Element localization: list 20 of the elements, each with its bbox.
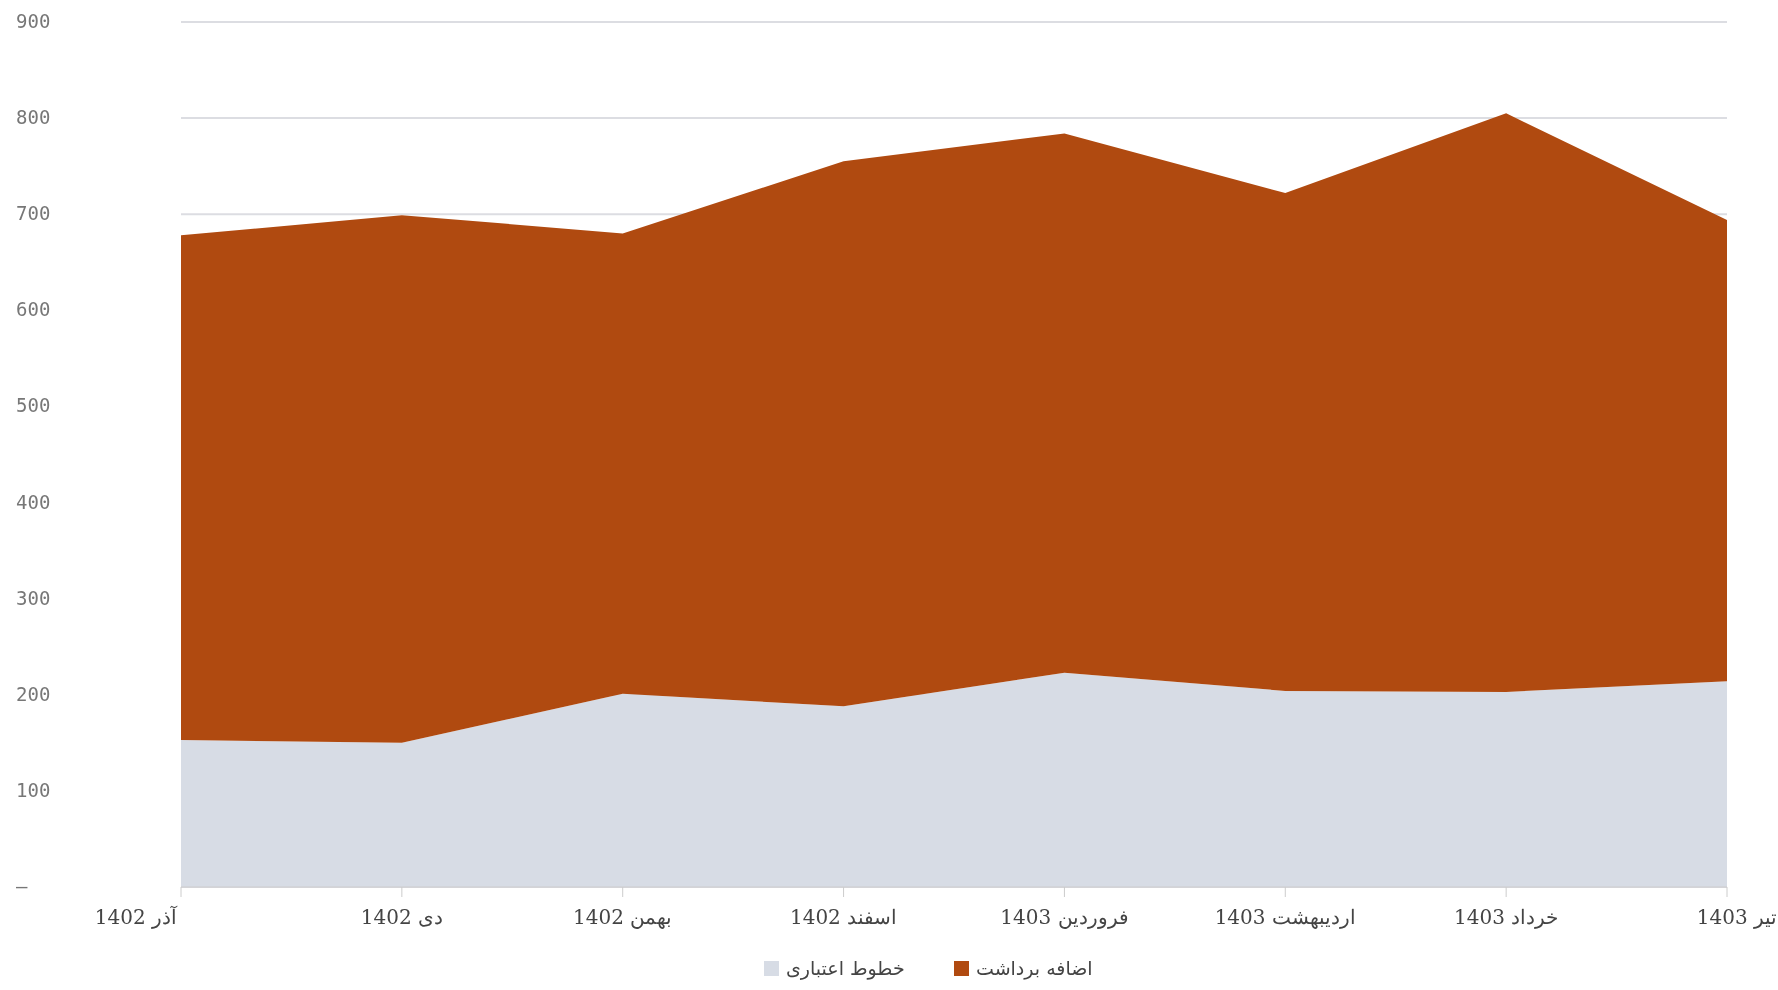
y-tick-label: 900 xyxy=(16,10,51,32)
x-tick-label: فروردین 1403 xyxy=(1000,905,1129,929)
x-tick-label: بهمن 1402 xyxy=(573,905,673,929)
x-tick-label: آذر 1402 xyxy=(94,905,179,929)
y-tick-label: 300 xyxy=(16,586,51,609)
y-tick-label: 600 xyxy=(16,298,51,321)
legend-label: خطوط اعتباری xyxy=(786,957,905,980)
y-tick-label: 200 xyxy=(16,682,51,705)
y-tick-label: – xyxy=(16,875,28,897)
y-tick-label: 800 xyxy=(16,106,51,129)
y-tick-label: 500 xyxy=(16,394,51,417)
x-tick-label: دی 1402 xyxy=(360,905,443,929)
x-tick-label: اردیبهشت 1403 xyxy=(1214,905,1356,929)
x-tick-label: اسفند 1402 xyxy=(789,905,898,929)
legend-label: اضافه برداشت xyxy=(976,957,1093,980)
y-tick-label: 400 xyxy=(16,490,51,513)
x-tick-label: خرداد 1403 xyxy=(1454,905,1559,929)
y-tick-label: 100 xyxy=(16,778,51,801)
y-tick-label: 700 xyxy=(16,202,51,225)
x-tick-label: تیر 1403 xyxy=(1696,905,1778,929)
